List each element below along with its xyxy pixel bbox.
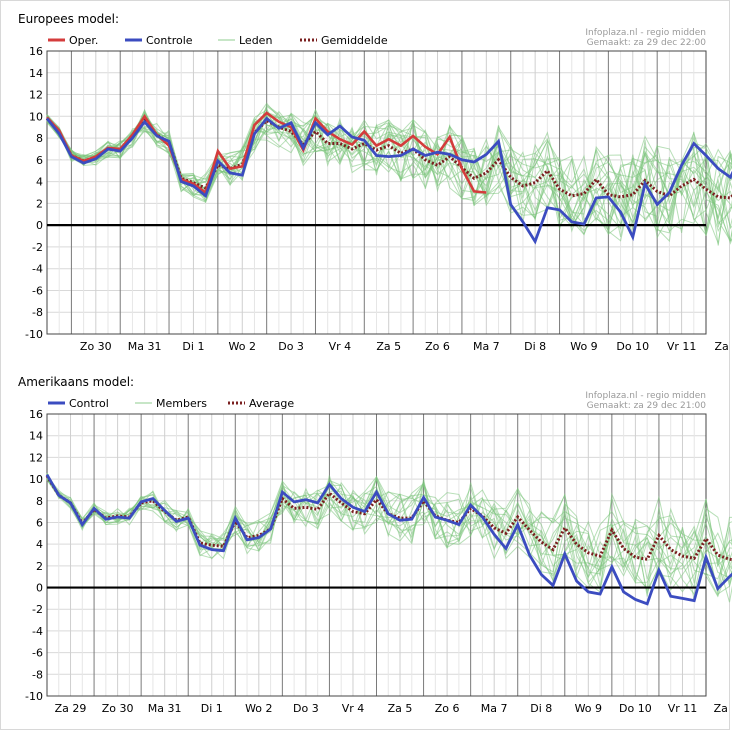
y-tick-label: 8: [36, 495, 43, 508]
x-day-label: Wo 2: [229, 340, 256, 353]
legend-label: Oper.: [69, 34, 98, 47]
y-tick-label: 0: [36, 219, 43, 232]
member-line: [46, 107, 732, 227]
y-tick-label: -4: [32, 625, 43, 638]
member-line: [46, 478, 732, 603]
x-day-label: Do 10: [616, 340, 649, 353]
x-day-label: Ma 7: [481, 702, 508, 715]
x-day-label: Zo 6: [425, 340, 450, 353]
legend-label: Members: [156, 397, 207, 410]
y-tick-label: 2: [36, 197, 43, 210]
operational-line: [46, 111, 487, 195]
chart-panel-1: -10 -8 -6 -4 -2 0 2 4 6 8 10 12 14 16 Zo 30 Ma 31 Di 1 Wo…: [25, 28, 732, 353]
y-tick-label: 2: [36, 560, 43, 573]
x-day-label: Za 5: [376, 340, 401, 353]
y-tick-label: 16: [29, 408, 43, 421]
y-tick-label: 10: [29, 473, 43, 486]
y-tick-label: 8: [36, 132, 43, 145]
y-tick-label: 16: [29, 45, 43, 58]
y-tick-label: 0: [36, 582, 43, 595]
y-tick-label: -2: [32, 603, 43, 616]
y-tick-label: 4: [36, 176, 43, 189]
american-model-title: Amerikaans model:: [18, 375, 135, 389]
credit-timestamp: Gemaakt: za 29 dec 21:00: [587, 401, 707, 411]
control-line: [45, 116, 732, 245]
european-model-title: Europees model:: [18, 12, 120, 26]
member-line: [46, 108, 732, 230]
y-tick-label: 6: [36, 154, 43, 167]
y-tick-label: -8: [32, 668, 43, 681]
y-tick-label: -6: [32, 284, 43, 297]
x-day-label: Vr 11: [668, 702, 698, 715]
legend-label: Gemiddelde: [321, 34, 388, 47]
x-day-label: Zo 6: [435, 702, 460, 715]
x-day-label: Wo 9: [575, 702, 602, 715]
legend-label: Controle: [146, 34, 193, 47]
control-line: [45, 474, 732, 606]
x-day-label: Za 29: [55, 702, 87, 715]
x-day-label: Ma 31: [148, 702, 182, 715]
legend-label: Control: [69, 397, 109, 410]
x-day-label: Vr 4: [329, 340, 352, 353]
y-tick-label: -6: [32, 647, 43, 660]
x-day-label: Za 12: [714, 702, 732, 715]
credit-source: Infoplaza.nl - regio midden: [585, 28, 706, 38]
x-day-label: Vr 4: [342, 702, 365, 715]
legend-label: Leden: [239, 34, 272, 47]
member-line: [46, 475, 732, 591]
y-tick-label: -10: [25, 328, 43, 341]
x-day-label: Do 3: [278, 340, 304, 353]
x-day-label: Vr 11: [667, 340, 697, 353]
x-day-label: Di 1: [201, 702, 223, 715]
legend-label: Average: [249, 397, 294, 410]
chart-panel-2: -10 -8 -6 -4 -2 0 2 4 6 8 10 12 14 16 Za 29 Zo 30 Ma 31 D…: [25, 391, 732, 715]
member-line: [46, 478, 732, 589]
y-tick-label: 6: [36, 516, 43, 529]
x-day-label: Za 5: [388, 702, 413, 715]
credit-timestamp: Gemaakt: za 29 dec 22:00: [587, 38, 707, 48]
x-day-label: Zo 30: [80, 340, 112, 353]
y-tick-label: 4: [36, 538, 43, 551]
x-day-label: Wo 9: [570, 340, 597, 353]
x-day-label: Di 8: [530, 702, 552, 715]
member-line: [46, 111, 732, 239]
y-tick-label: 12: [29, 451, 43, 464]
member-line: [46, 475, 732, 596]
y-tick-label: -10: [25, 690, 43, 703]
y-tick-label: -4: [32, 263, 43, 276]
x-day-label: Di 1: [182, 340, 204, 353]
x-day-label: Ma 7: [473, 340, 500, 353]
credit-source: Infoplaza.nl - regio midden: [585, 391, 706, 401]
x-day-label: Do 10: [619, 702, 652, 715]
y-tick-label: 10: [29, 110, 43, 123]
member-line: [46, 109, 732, 235]
x-day-label: Di 8: [524, 340, 546, 353]
x-day-label: Za 12: [715, 340, 732, 353]
member-line: [46, 477, 732, 601]
y-tick-label: 12: [29, 89, 43, 102]
y-tick-label: -2: [32, 241, 43, 254]
member-line: [46, 115, 732, 246]
y-tick-label: 14: [29, 67, 43, 80]
y-tick-label: -8: [32, 306, 43, 319]
x-day-label: Ma 31: [128, 340, 162, 353]
x-day-label: Do 3: [293, 702, 319, 715]
y-tick-label: 14: [29, 430, 43, 443]
x-day-label: Wo 2: [245, 702, 272, 715]
x-day-label: Zo 30: [102, 702, 134, 715]
